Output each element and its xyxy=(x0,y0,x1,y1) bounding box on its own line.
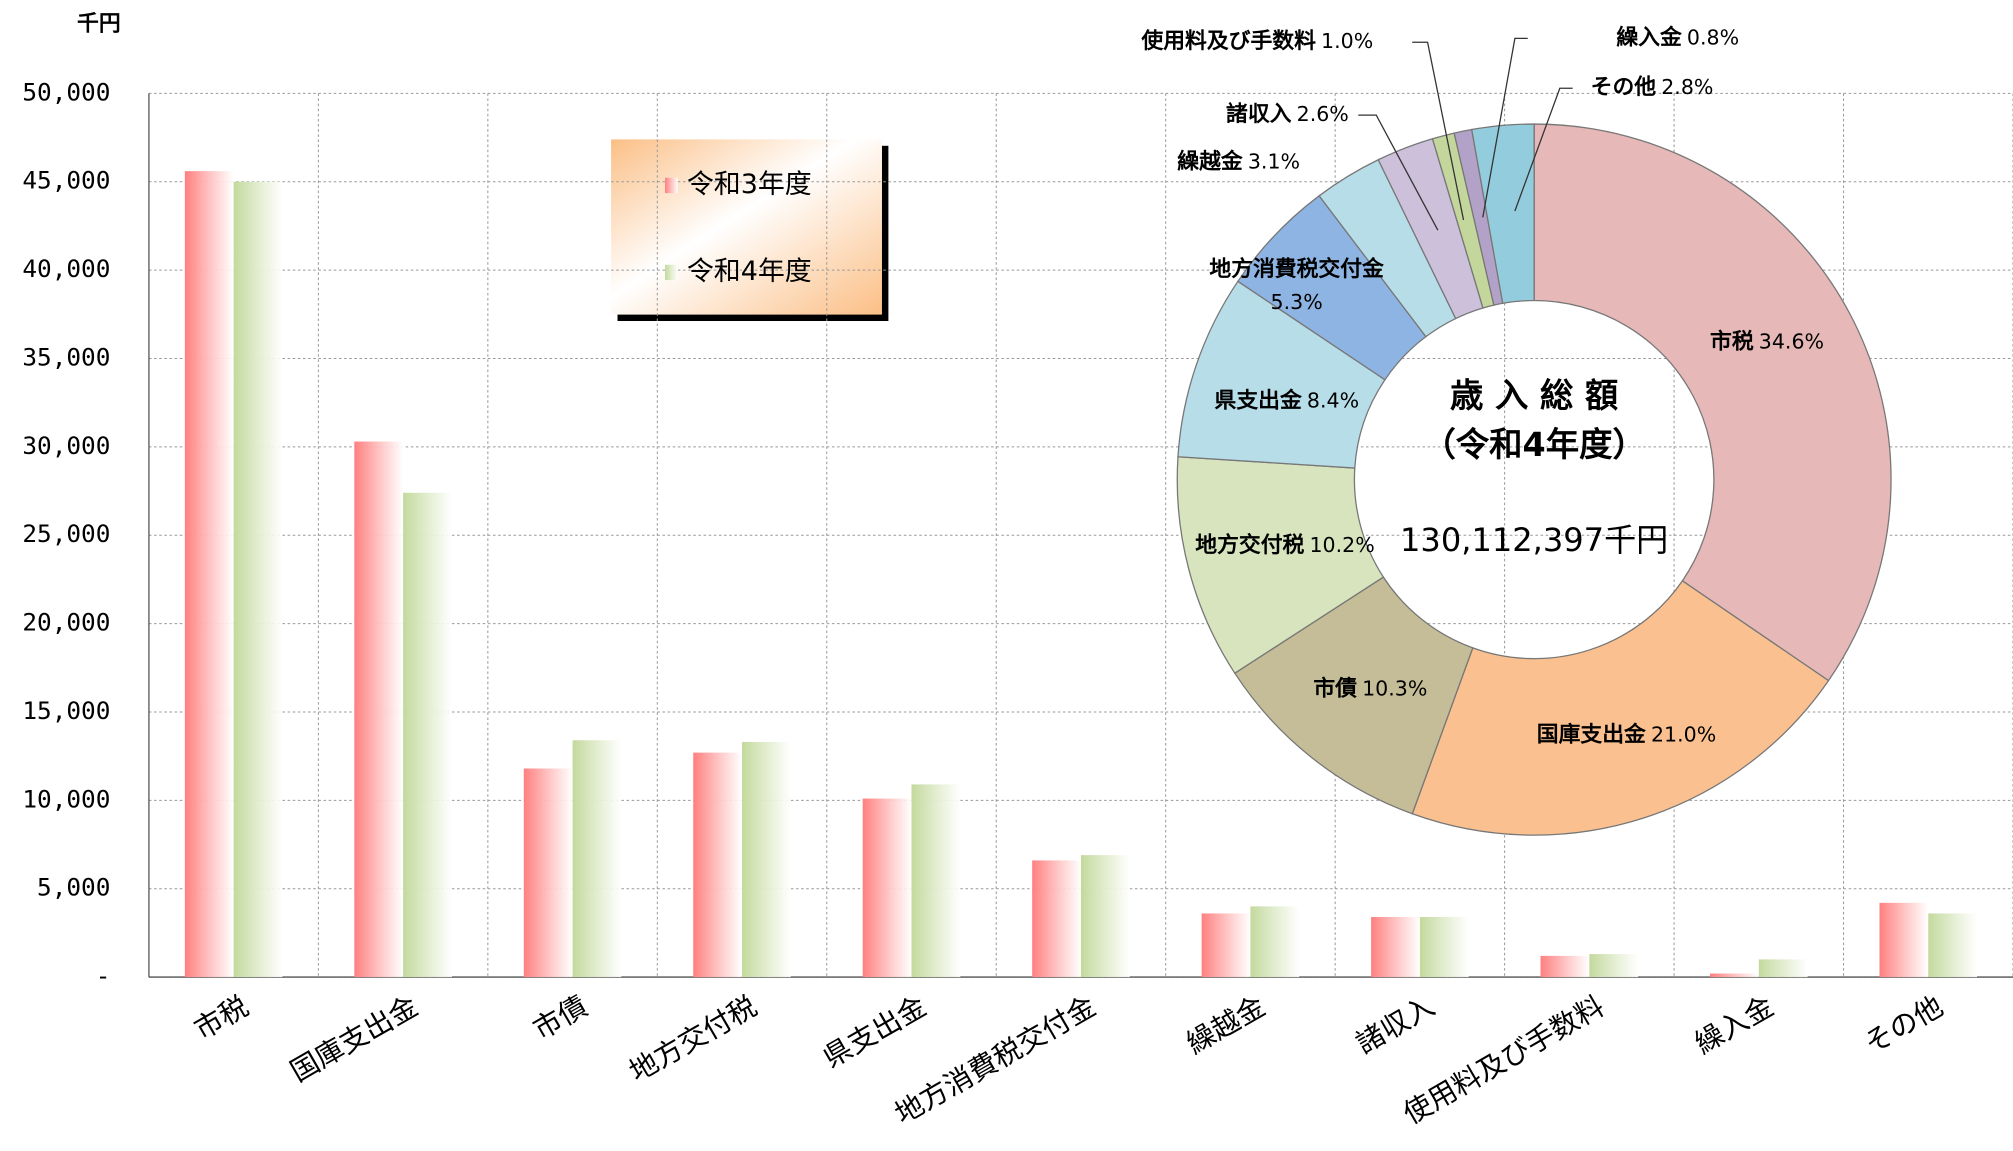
y-tick-label: 45,000 xyxy=(22,166,110,195)
y-tick-label: 15,000 xyxy=(22,696,110,725)
pie-label: その他 xyxy=(1591,75,1657,100)
y-tick-label: 25,000 xyxy=(22,519,110,548)
bar xyxy=(572,740,622,978)
x-tick-label: 市債 xyxy=(528,990,593,1047)
x-tick-label: 繰入金 xyxy=(1689,990,1779,1061)
y-tick-label: 35,000 xyxy=(22,343,110,372)
pie-value-label: 0.8% xyxy=(1687,25,1739,49)
legend-swatch xyxy=(665,177,678,194)
leader-line xyxy=(1482,37,1528,218)
pie-label: 使用料及び手数料 xyxy=(1140,28,1316,54)
y-tick-label: 40,000 xyxy=(22,254,110,283)
y-axis-label: 千円 xyxy=(77,11,121,36)
pie-label: 地方交付税 xyxy=(1195,532,1304,558)
leader-line xyxy=(1358,114,1439,231)
bar xyxy=(911,784,961,978)
pie-value-label: 8.4% xyxy=(1307,389,1359,413)
leader-line xyxy=(1412,41,1465,221)
pie-slice xyxy=(1411,579,1830,836)
pie-value-label: 21.0% xyxy=(1651,722,1716,746)
pie-label: 国庫支出金 xyxy=(1537,721,1646,747)
pie-slice xyxy=(1533,123,1892,682)
y-tick-label: 10,000 xyxy=(22,784,110,813)
pie-label: 諸収入 xyxy=(1226,101,1292,127)
bar xyxy=(1032,860,1081,978)
bar xyxy=(1201,913,1251,978)
bar xyxy=(1758,959,1808,978)
bar xyxy=(1540,955,1590,978)
pie-label: 地方消費税交付金 xyxy=(1209,256,1384,282)
y-tick-label: 5,000 xyxy=(37,873,110,902)
center-annotation: 130,112,397千円 xyxy=(1400,521,1668,559)
y-tick-label: 30,000 xyxy=(22,431,110,460)
bar xyxy=(184,171,234,978)
bar xyxy=(693,752,743,978)
pie-label: 繰越金 xyxy=(1177,148,1243,174)
pie-value-label: 10.3% xyxy=(1362,676,1427,700)
bar xyxy=(1589,954,1639,978)
x-tick-label: 地方交付税 xyxy=(624,990,763,1089)
pie-label: 市債 xyxy=(1313,675,1357,701)
pie-label: 県支出金 xyxy=(1215,388,1302,414)
legend xyxy=(611,139,882,315)
x-tick-label: 諸収入 xyxy=(1350,990,1440,1061)
x-tick-label: 市税 xyxy=(189,990,254,1047)
y-tick-label: 20,000 xyxy=(22,608,110,637)
x-tick-label: その他 xyxy=(1859,990,1949,1061)
bar xyxy=(233,181,283,978)
pie-value-label: 10.2% xyxy=(1309,533,1374,557)
bar xyxy=(1928,913,1978,978)
bar xyxy=(523,768,573,978)
bar xyxy=(1371,916,1420,978)
y-tick-label: - xyxy=(96,961,111,990)
bar xyxy=(1710,973,1759,978)
x-tick-label: 繰越金 xyxy=(1181,990,1271,1061)
bar xyxy=(354,441,404,978)
pie-value-label: 1.0% xyxy=(1321,29,1373,53)
pie-label: 市税 xyxy=(1710,329,1754,355)
bar xyxy=(1879,902,1929,978)
bar xyxy=(1250,906,1300,978)
pie-slice xyxy=(1470,123,1535,305)
bar xyxy=(1080,855,1130,978)
pie-value-label: 5.3% xyxy=(1271,290,1323,314)
x-tick-label: 国庫支出金 xyxy=(285,990,424,1089)
pie-value-label: 34.6% xyxy=(1759,330,1824,354)
leader-line xyxy=(1514,87,1573,212)
center-annotation: 歳 入 総 額 xyxy=(1450,376,1618,415)
pie-label: 繰入金 xyxy=(1616,24,1682,50)
pie-value-label: 2.6% xyxy=(1297,102,1349,126)
bar xyxy=(742,742,791,978)
y-tick-label: 50,000 xyxy=(22,77,110,106)
x-tick-label: 県支出金 xyxy=(818,990,932,1075)
bar xyxy=(403,492,452,978)
pie-value-label: 2.8% xyxy=(1661,75,1713,99)
legend-label: 令和4年度 xyxy=(687,256,812,287)
legend-label: 令和3年度 xyxy=(687,169,812,200)
bar xyxy=(1419,916,1469,978)
pie-value-label: 3.1% xyxy=(1248,149,1300,173)
legend-swatch xyxy=(665,264,678,281)
center-annotation: （令和4年度） xyxy=(1422,425,1645,464)
bar xyxy=(862,798,912,978)
